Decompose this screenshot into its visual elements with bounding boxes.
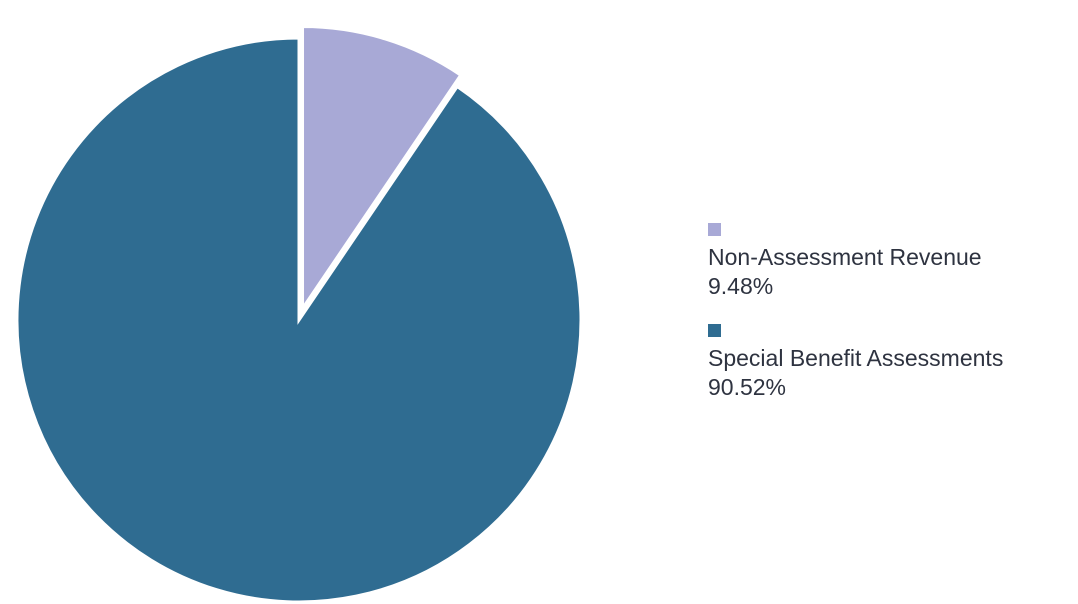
legend-swatch-special-benefit-assessments [708,324,721,337]
legend-entry-non-assessment-revenue: Non-Assessment Revenue 9.48% [708,214,1068,301]
legend: Non-Assessment Revenue 9.48% Special Ben… [708,214,1068,416]
legend-entry-special-benefit-assessments: Special Benefit Assessments 90.52% [708,315,1068,402]
legend-value-non-assessment-revenue: 9.48% [708,273,774,299]
legend-swatch-non-assessment-revenue [708,223,721,236]
pie-slice-non-assessment-revenue [301,25,463,314]
legend-label-special-benefit-assessments: Special Benefit Assessments [708,345,1004,371]
pie-slice-special-benefit-assessments [15,36,583,604]
legend-value-special-benefit-assessments: 90.52% [708,374,787,400]
legend-text: Non-Assessment Revenue 9.48% [708,243,1068,301]
legend-label-non-assessment-revenue: Non-Assessment Revenue [708,244,982,270]
legend-text: Special Benefit Assessments 90.52% [708,344,1068,402]
